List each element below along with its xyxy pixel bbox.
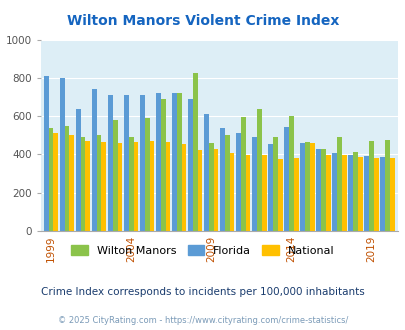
Bar — [204, 114, 208, 231]
Bar — [160, 99, 165, 231]
Bar — [352, 151, 357, 231]
Bar — [357, 157, 362, 231]
Bar — [261, 155, 266, 231]
Text: Wilton Manors Violent Crime Index: Wilton Manors Violent Crime Index — [67, 15, 338, 28]
Bar — [224, 135, 229, 231]
Bar — [113, 120, 117, 231]
Bar — [299, 143, 304, 231]
Bar — [192, 73, 197, 231]
Bar — [181, 144, 186, 231]
Bar — [81, 137, 85, 231]
Bar — [347, 155, 352, 231]
Bar — [304, 142, 309, 231]
Bar — [240, 117, 245, 231]
Text: © 2025 CityRating.com - https://www.cityrating.com/crime-statistics/: © 2025 CityRating.com - https://www.city… — [58, 315, 347, 325]
Bar — [384, 140, 389, 231]
Bar — [235, 133, 240, 231]
Bar — [272, 137, 277, 231]
Text: Crime Index corresponds to incidents per 100,000 inhabitants: Crime Index corresponds to incidents per… — [41, 287, 364, 297]
Bar — [69, 135, 74, 231]
Bar — [96, 135, 101, 231]
Bar — [92, 89, 96, 231]
Bar — [389, 158, 394, 231]
Bar — [145, 118, 149, 231]
Bar — [256, 109, 261, 231]
Bar — [53, 133, 58, 231]
Bar — [149, 141, 154, 231]
Bar — [284, 127, 288, 231]
Bar — [197, 150, 202, 231]
Bar — [336, 137, 341, 231]
Bar — [325, 155, 330, 231]
Bar — [44, 76, 49, 231]
Bar — [85, 141, 90, 231]
Bar — [128, 137, 133, 231]
Bar — [293, 158, 298, 231]
Bar — [252, 137, 256, 231]
Bar — [213, 149, 218, 231]
Bar — [176, 93, 181, 231]
Bar — [133, 142, 138, 231]
Bar — [277, 159, 282, 231]
Bar — [60, 78, 64, 231]
Bar — [267, 144, 272, 231]
Bar — [140, 95, 145, 231]
Bar — [288, 116, 293, 231]
Bar — [341, 155, 346, 231]
Bar — [101, 142, 106, 231]
Bar — [331, 153, 336, 231]
Bar — [108, 95, 113, 231]
Bar — [315, 149, 320, 231]
Bar — [124, 95, 128, 231]
Legend: Wilton Manors, Florida, National: Wilton Manors, Florida, National — [67, 241, 338, 260]
Bar — [245, 155, 250, 231]
Bar — [320, 149, 325, 231]
Bar — [368, 141, 373, 231]
Bar — [172, 93, 176, 231]
Bar — [373, 158, 378, 231]
Bar — [309, 143, 314, 231]
Bar — [49, 128, 53, 231]
Bar — [156, 93, 160, 231]
Bar — [208, 143, 213, 231]
Bar — [117, 143, 122, 231]
Bar — [165, 142, 170, 231]
Bar — [64, 126, 69, 231]
Bar — [188, 99, 192, 231]
Bar — [363, 156, 368, 231]
Bar — [220, 128, 224, 231]
Bar — [76, 109, 81, 231]
Bar — [379, 157, 384, 231]
Bar — [229, 153, 234, 231]
